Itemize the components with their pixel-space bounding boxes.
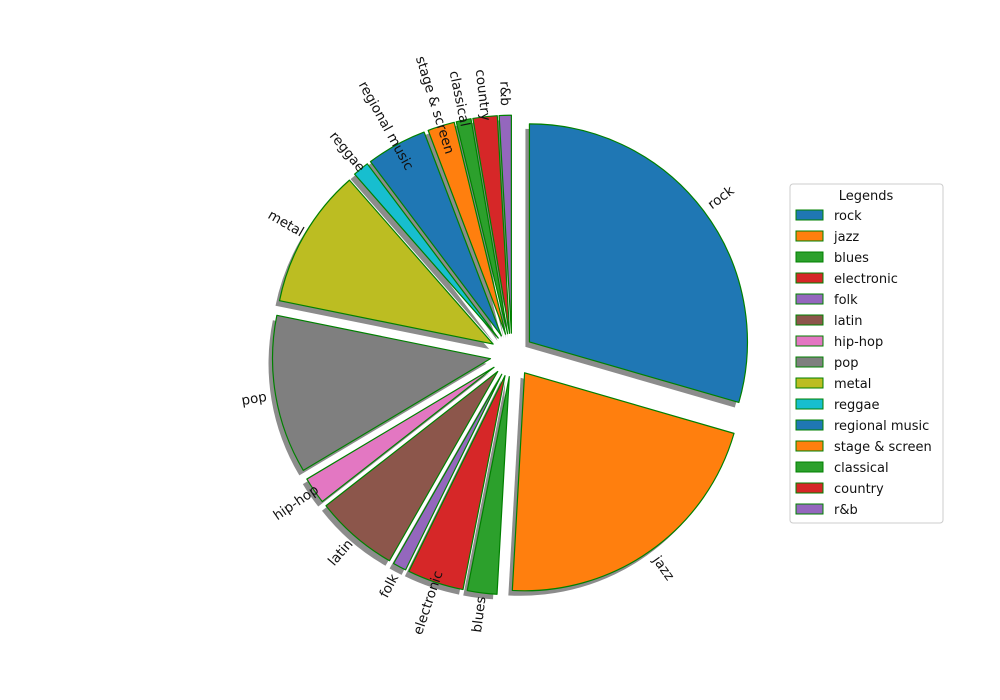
legend-swatch-regional-music <box>795 419 824 431</box>
slice-shadow-reggae <box>350 168 495 344</box>
slice-label-randb: r&b <box>496 81 513 106</box>
legend-swatch-electronic <box>795 272 824 284</box>
legend-swatch-stage-and-screen <box>795 440 824 452</box>
legend-label-hip-hop: hip-hop <box>834 335 883 350</box>
pie-slices <box>271 114 749 595</box>
legend-swatch-blues <box>795 251 824 263</box>
legend-label-electronic: electronic <box>834 272 898 287</box>
slice-label-jazz: jazz <box>649 552 678 583</box>
legend: Legends rock jazz blues electronic folk latin… <box>789 183 944 524</box>
legend-swatch-hip-hop <box>795 335 824 347</box>
pie-slice-electronic <box>408 375 506 591</box>
pie-slice-randb <box>498 114 512 334</box>
legend-swatch-rock <box>795 209 824 221</box>
legend-swatch-randb <box>795 503 824 515</box>
pie-slice-stage-and-screen <box>427 121 507 335</box>
legend-label-metal: metal <box>834 377 871 392</box>
legend-swatch-country <box>795 482 824 494</box>
pie-slice-classical <box>455 118 509 335</box>
legend-label-classical: classical <box>834 461 889 476</box>
slice-label-classical: classical <box>446 69 473 128</box>
pie-slice-metal <box>278 179 494 345</box>
legend-label-randb: r&b <box>834 503 858 518</box>
legend-label-country: country <box>834 482 884 497</box>
slice-label-blues: blues <box>469 596 489 634</box>
legend-swatch-pop <box>795 356 824 368</box>
pie-slice-blues <box>466 376 510 595</box>
slice-label-folk: folk <box>376 571 402 600</box>
legend-swatch-classical <box>795 461 824 473</box>
legend-label-folk: folk <box>834 293 858 308</box>
slice-label-metal: metal <box>265 207 307 240</box>
legend-swatch-jazz <box>795 230 824 242</box>
slice-label-hip-hop: hip-hop <box>271 482 322 524</box>
pie-slice-rock <box>528 123 749 404</box>
pie-slice-jazz <box>511 372 735 592</box>
legend-label-regional-music: regional music <box>834 419 929 434</box>
slice-label-country: country <box>472 69 494 122</box>
legend-label-reggae: reggae <box>834 398 880 413</box>
legend-label-jazz: jazz <box>833 230 859 245</box>
pie-slice-pop <box>271 314 492 472</box>
legend-swatch-metal <box>795 377 824 389</box>
legend-label-stage-and-screen: stage & screen <box>834 440 932 455</box>
pie-slice-hip-hop <box>306 366 495 503</box>
legend-swatch-latin <box>795 314 824 326</box>
legend-frame <box>789 183 944 524</box>
pie-slice-country <box>472 115 511 334</box>
pie-slice-reggae <box>353 163 499 339</box>
legend-swatch-reggae <box>795 398 824 410</box>
legend-title: Legends <box>839 189 894 204</box>
legend-label-latin: latin <box>834 314 863 329</box>
legend-label-rock: rock <box>834 209 862 224</box>
pie-slice-latin <box>325 370 499 562</box>
pie-slice-regional-music <box>369 131 503 337</box>
pie-slice-folk <box>392 373 503 571</box>
slice-label-reggae: reggae <box>326 129 368 176</box>
legend-swatch-folk <box>795 293 824 305</box>
legend-label-pop: pop <box>834 356 858 371</box>
legend-label-blues: blues <box>834 251 869 266</box>
slice-label-pop: pop <box>240 389 268 409</box>
slice-label-rock: rock <box>705 183 738 213</box>
legend-items: rock jazz blues electronic folk latin hip-hop p… <box>795 209 932 518</box>
